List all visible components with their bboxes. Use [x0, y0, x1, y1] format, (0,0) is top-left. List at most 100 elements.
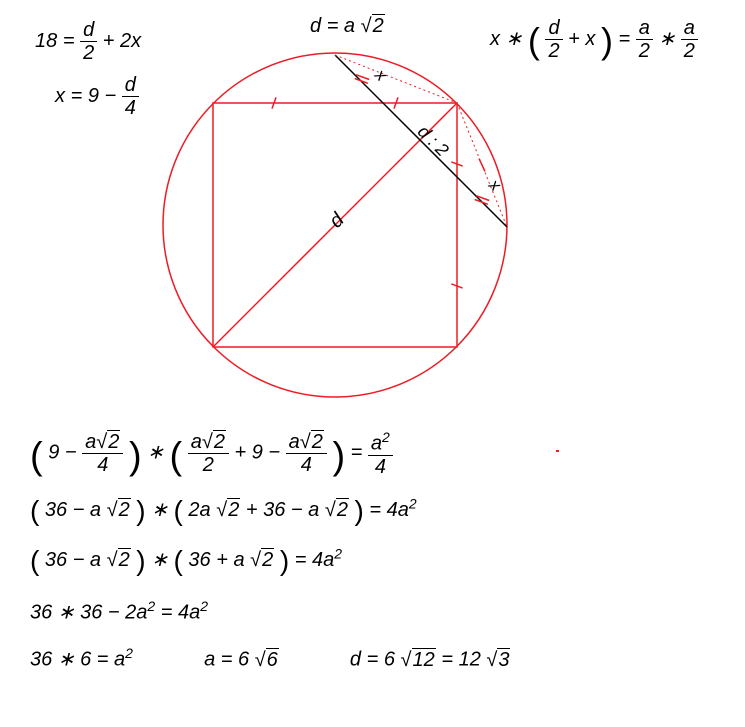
txt: =: [619, 28, 636, 50]
txt: a = 6: [204, 649, 249, 671]
txt: = a: [327, 15, 355, 37]
frac-n: a: [636, 18, 653, 40]
frac-d: 4: [122, 97, 139, 118]
eq-top-mid: d = a √2: [310, 15, 385, 38]
rparen: ): [355, 495, 364, 526]
frac: a 2: [636, 18, 653, 61]
txt: 4a: [178, 602, 200, 624]
txt: + 9 −: [235, 442, 286, 464]
lparen: (: [174, 495, 183, 526]
frac-d: 4: [286, 454, 327, 475]
geometry-diagram: xxdd : 2: [155, 45, 515, 405]
frac-d: 2: [80, 42, 97, 63]
frac: a√2 2: [188, 432, 229, 475]
eq-line-5: 36 ∗ 6 = a2 a = 6 √6 d = 6 √12 = 12 √3: [30, 645, 510, 672]
frac-n: a√2: [82, 432, 123, 454]
sup: 2: [125, 645, 133, 661]
eq-line-4: 36 ∗ 36 − 2a2 = 4a2: [30, 598, 208, 625]
frac: a√2 4: [82, 432, 123, 475]
rparen: ): [136, 495, 145, 526]
sup: 2: [409, 495, 417, 511]
txt: ∗: [147, 442, 169, 464]
txt: + x: [568, 28, 595, 50]
svg-text:x: x: [370, 65, 391, 86]
frac-d: 2: [636, 40, 653, 61]
frac-n: a2: [368, 430, 393, 456]
sup: 2: [200, 598, 208, 614]
sqrt: √2: [250, 549, 274, 572]
txt: + 36 − a: [246, 499, 319, 521]
sqrt-arg: 2: [336, 498, 349, 521]
txt: d: [310, 15, 321, 37]
txt: a: [371, 433, 382, 455]
frac: a√2 4: [286, 432, 327, 475]
sqrt: √2: [361, 15, 385, 38]
frac-n: d: [545, 18, 562, 40]
sup: 2: [334, 545, 342, 561]
frac-n: a√2: [286, 432, 327, 454]
sqrt-arg: 2: [227, 498, 240, 521]
sqrt-arg: 2: [118, 548, 131, 571]
txt: =: [161, 602, 178, 624]
frac-d: 4: [368, 456, 393, 477]
txt: =: [71, 85, 88, 107]
txt: 36 − a: [45, 549, 101, 571]
txt: d = 6: [350, 649, 395, 671]
frac: a2 4: [368, 430, 393, 477]
sqrt-arg: 3: [497, 648, 510, 671]
sqrt-arg: 6: [266, 648, 279, 671]
sqrt: √2: [216, 499, 240, 522]
sqrt: √2: [325, 499, 349, 522]
frac-d: 2: [545, 40, 562, 61]
txt: 18: [35, 30, 57, 52]
sqrt: √2: [107, 499, 131, 522]
txt: ∗: [658, 28, 680, 50]
txt: 36 ∗ 6 = a: [30, 649, 125, 671]
frac: d 4: [122, 75, 139, 118]
rparen: ): [136, 545, 145, 576]
frac: d 2: [545, 18, 562, 61]
sqrt-arg: 12: [412, 648, 436, 671]
sqrt: √6: [255, 649, 279, 672]
rparen: ): [129, 436, 142, 478]
svg-text:d: d: [325, 208, 349, 232]
sqrt-arg: 2: [213, 430, 226, 453]
eq-top-right: x ∗ ( d 2 + x ) = a 2 ∗ a 2: [490, 18, 698, 62]
eq-top-2: x = 9 − d 4: [55, 75, 139, 118]
frac: d 2: [80, 20, 97, 63]
txt: =: [369, 499, 386, 521]
rparen: ): [601, 20, 613, 61]
sqrt-arg: 2: [107, 430, 120, 453]
eq-line-2: ( 36 − a √2 ) ∗ ( 2a √2 + 36 − a √2 ) = …: [30, 495, 417, 527]
eq-line-1: ( 9 − a√2 4 ) ∗ ( a√2 2 + 9 − a√2 4 ) = …: [30, 430, 393, 479]
frac-n: d: [122, 75, 139, 97]
lparen: (: [30, 436, 43, 478]
txt: ∗: [151, 549, 173, 571]
sqrt: √2: [107, 549, 131, 572]
txt: 9 −: [48, 442, 82, 464]
txt: =: [351, 442, 368, 464]
lparen: (: [30, 495, 39, 526]
frac: a 2: [681, 18, 698, 61]
lparen: (: [528, 20, 540, 61]
sqrt: √12: [401, 649, 436, 672]
txt: + 2x: [103, 30, 141, 52]
sqrt-arg: 2: [311, 430, 324, 453]
sqrt-arg: 2: [118, 498, 131, 521]
lparen: (: [174, 545, 183, 576]
txt: 9 −: [88, 85, 122, 107]
eq-top-1: 18 = d 2 + 2x: [35, 20, 141, 63]
txt: 36 ∗ 36 − 2a: [30, 602, 147, 624]
txt: 36 − a: [45, 499, 101, 521]
txt: =: [63, 30, 80, 52]
frac-d: 4: [82, 454, 123, 475]
frac-n: d: [80, 20, 97, 42]
eq-line-3: ( 36 − a √2 ) ∗ ( 36 + a √2 ) = 4a2: [30, 545, 342, 577]
txt: 2a: [188, 499, 210, 521]
rparen: ): [332, 436, 345, 478]
txt: x: [55, 85, 65, 107]
txt: 36 + a: [188, 549, 244, 571]
txt: =: [295, 549, 312, 571]
sqrt-arg: 2: [372, 14, 385, 37]
svg-text:d : 2: d : 2: [414, 121, 453, 160]
